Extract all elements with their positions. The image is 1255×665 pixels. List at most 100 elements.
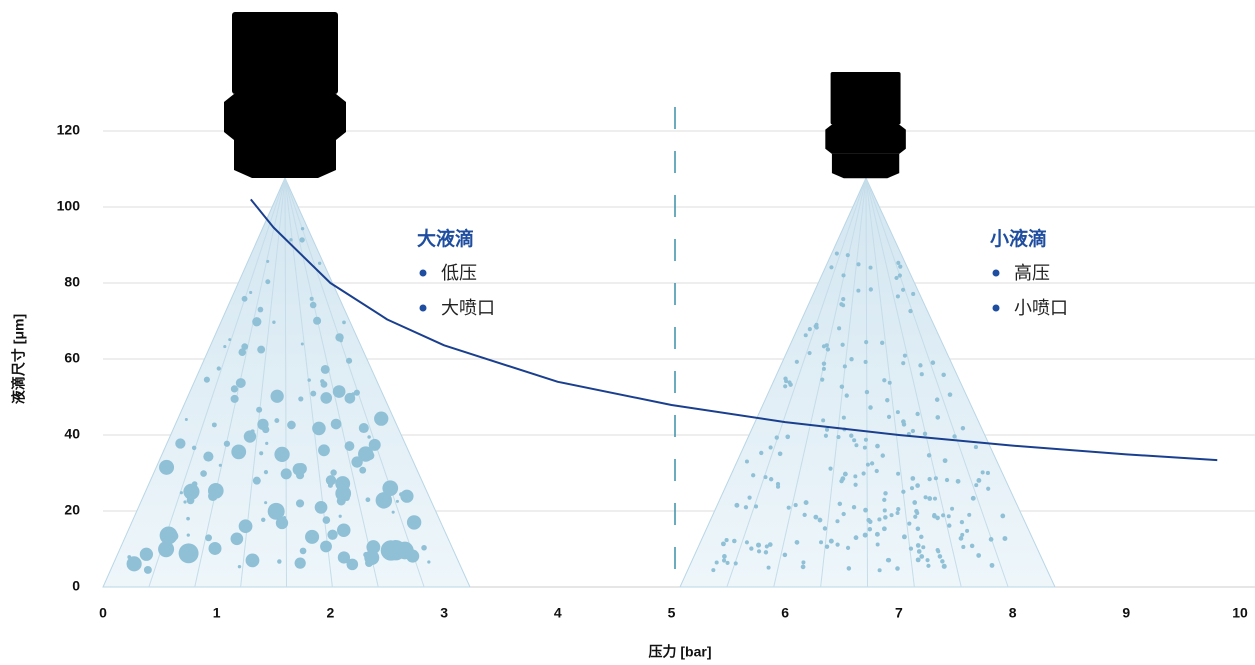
droplet: [886, 557, 892, 563]
droplet: [834, 251, 839, 256]
droplet: [250, 429, 255, 434]
droplet: [901, 489, 906, 494]
annotation-item: 大喷口: [441, 298, 495, 318]
droplet: [974, 483, 979, 488]
droplet: [298, 396, 304, 402]
droplet: [800, 564, 806, 570]
x-tick-label: 9: [1122, 605, 1130, 621]
droplet: [851, 505, 857, 510]
y-axis-label: 液滴尺寸 [μm]: [11, 314, 27, 404]
droplet: [825, 427, 830, 432]
droplet: [299, 547, 307, 555]
droplet: [725, 560, 730, 565]
droplet: [305, 529, 320, 544]
droplet: [382, 480, 399, 497]
droplet: [969, 543, 975, 549]
line-series: [250, 198, 1218, 462]
droplet: [421, 544, 427, 551]
droplet: [955, 478, 961, 484]
droplet: [898, 264, 903, 269]
droplet: [367, 435, 371, 439]
spray-ray: [284, 177, 379, 588]
droplet: [179, 491, 183, 495]
droplet: [864, 389, 870, 395]
droplet: [274, 446, 290, 463]
droplet: [841, 296, 846, 302]
droplet: [946, 514, 951, 519]
y-tick-label: 100: [57, 198, 81, 214]
spray-ray: [726, 177, 867, 588]
droplet: [936, 549, 941, 554]
droplet: [896, 471, 901, 476]
droplet: [868, 405, 873, 410]
droplet: [282, 515, 287, 520]
droplet: [714, 560, 719, 565]
droplet: [861, 471, 866, 476]
droplet: [869, 461, 875, 466]
droplet: [908, 308, 913, 314]
droplet: [901, 419, 906, 424]
droplet: [351, 456, 363, 468]
annotation-item: 小喷口: [1014, 298, 1068, 318]
droplet: [346, 558, 359, 571]
droplet: [887, 380, 892, 385]
droplet: [744, 540, 749, 545]
plot-area: [102, 130, 1255, 588]
annotation-title: 大液滴: [417, 227, 474, 250]
droplet: [940, 559, 945, 564]
bullet: [419, 304, 427, 312]
droplet: [840, 342, 845, 347]
droplet: [322, 516, 331, 524]
droplet: [823, 433, 829, 438]
droplet: [406, 515, 422, 530]
droplet: [845, 545, 851, 551]
droplet: [342, 320, 346, 325]
x-tick-label: 0: [99, 605, 107, 621]
droplet: [839, 384, 845, 389]
droplet: [364, 550, 380, 566]
x-tick-label: 1: [213, 605, 221, 621]
droplet: [926, 563, 931, 568]
droplet: [824, 544, 830, 549]
droplet: [937, 554, 943, 559]
droplet: [782, 552, 788, 558]
droplet: [867, 526, 873, 532]
droplet: [952, 434, 957, 439]
y-tick-label: 80: [64, 274, 80, 290]
droplet: [344, 392, 356, 404]
droplet: [921, 545, 926, 550]
droplet: [267, 502, 285, 520]
droplet: [126, 556, 142, 572]
droplet: [896, 260, 901, 265]
droplet: [842, 364, 847, 369]
droplet: [919, 554, 925, 559]
droplet: [907, 521, 912, 526]
droplet: [289, 238, 293, 242]
droplet: [868, 287, 873, 292]
droplet: [852, 438, 857, 443]
droplet: [807, 327, 812, 332]
droplet: [330, 418, 342, 430]
droplet: [976, 553, 982, 558]
nozzle-large: [224, 12, 346, 178]
droplet: [733, 561, 738, 566]
droplet: [365, 497, 371, 503]
droplet: [841, 273, 846, 278]
droplet: [947, 392, 953, 397]
droplet: [960, 532, 965, 537]
droplet: [958, 536, 964, 541]
droplet: [309, 296, 314, 301]
x-tick-label: 3: [440, 605, 448, 621]
droplet: [980, 470, 985, 475]
droplet: [901, 534, 907, 540]
droplet: [930, 360, 936, 365]
droplet: [245, 553, 260, 568]
droplet: [915, 543, 921, 548]
droplet: [252, 317, 262, 327]
x-tick-label: 5: [668, 605, 676, 621]
droplet: [223, 440, 231, 447]
droplet: [400, 489, 414, 503]
droplet: [783, 384, 788, 389]
droplet: [325, 475, 337, 486]
droplet: [819, 540, 824, 545]
